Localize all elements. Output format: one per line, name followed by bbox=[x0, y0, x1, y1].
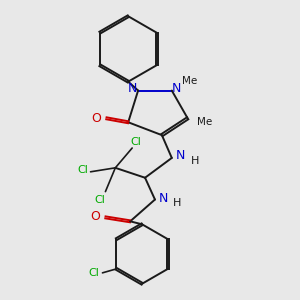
Text: Cl: Cl bbox=[131, 137, 142, 147]
Text: N: N bbox=[128, 82, 137, 95]
Text: H: H bbox=[190, 156, 199, 166]
Text: O: O bbox=[92, 112, 101, 125]
Text: Cl: Cl bbox=[88, 268, 99, 278]
Text: N: N bbox=[176, 149, 185, 162]
Text: Cl: Cl bbox=[94, 194, 105, 205]
Text: Me: Me bbox=[182, 76, 197, 85]
Text: N: N bbox=[159, 192, 169, 205]
Text: N: N bbox=[172, 82, 182, 95]
Text: H: H bbox=[172, 199, 181, 208]
Text: Cl: Cl bbox=[77, 165, 88, 175]
Text: O: O bbox=[91, 210, 100, 223]
Text: Me: Me bbox=[197, 117, 212, 127]
